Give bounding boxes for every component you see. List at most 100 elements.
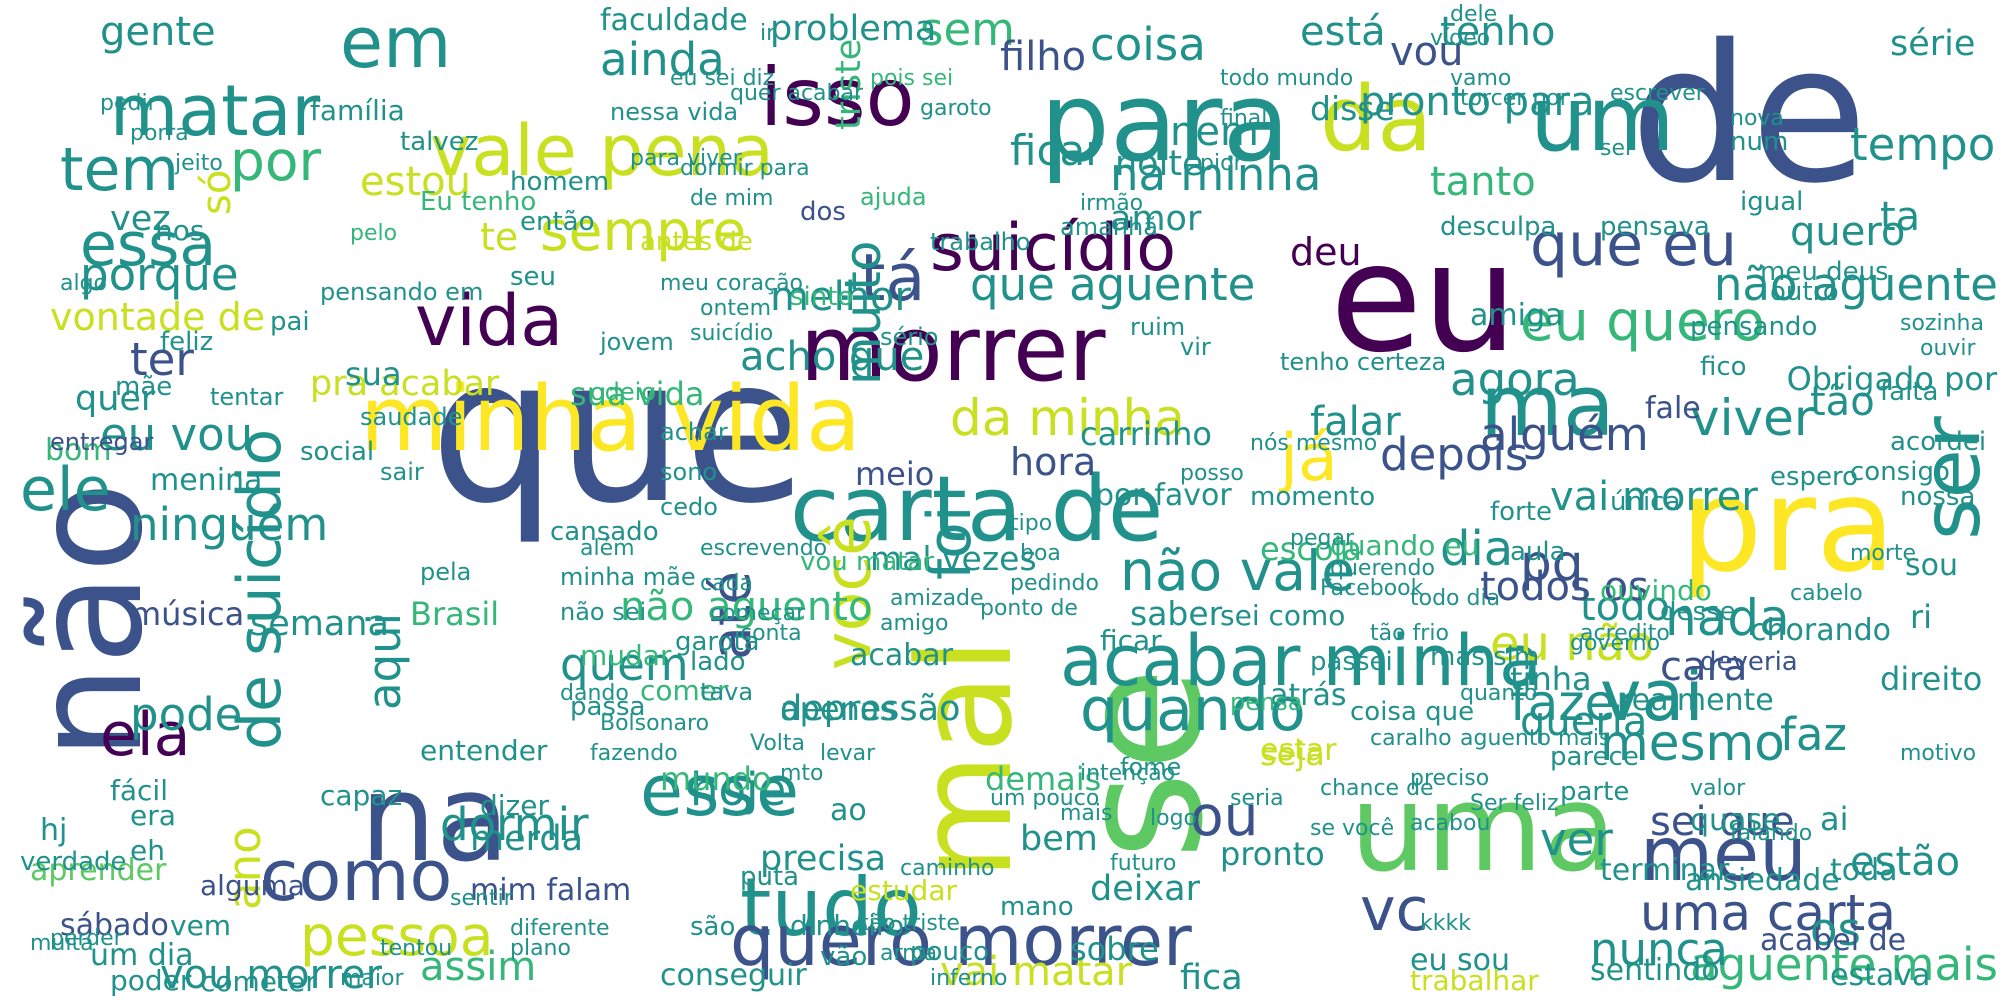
cloud-word: filho — [1000, 34, 1086, 80]
cloud-word: dando — [560, 681, 629, 706]
cloud-word: escrevendo — [700, 536, 827, 561]
cloud-word: ser — [1905, 416, 1998, 540]
cloud-word: minha mãe — [560, 563, 696, 591]
cloud-word: eu sei diz — [670, 66, 774, 91]
cloud-word: tenho certeza — [1280, 348, 1446, 376]
cloud-word: nunca — [1590, 923, 1728, 976]
cloud-word: na minha — [1110, 148, 1321, 201]
cloud-word: ouvir — [1920, 336, 1977, 361]
cloud-word: da — [1320, 67, 1432, 172]
cloud-word: não vale — [1120, 539, 1355, 603]
cloud-word: posso — [1180, 461, 1244, 486]
cloud-word: música — [130, 595, 244, 633]
cloud-word: pode — [130, 688, 242, 741]
cloud-word: igual — [1740, 187, 1803, 217]
cloud-word: passei — [1310, 647, 1393, 677]
cloud-word: demais — [985, 760, 1101, 798]
cloud-word: melhor — [770, 274, 912, 320]
cloud-word: de suicídio — [225, 429, 295, 750]
cloud-word: esse — [640, 750, 799, 832]
cloud-word: por favor — [1095, 478, 1232, 513]
cloud-word: bem — [1020, 819, 1098, 859]
cloud-word: mas sim — [1430, 642, 1539, 672]
cloud-word: nessa vida — [610, 98, 738, 126]
cloud-word: vou matar — [800, 547, 934, 577]
cloud-word: ter — [130, 333, 194, 386]
cloud-word: os — [1810, 903, 1861, 956]
cloud-word: não sei — [560, 598, 646, 626]
cloud-word: tão frio — [1370, 621, 1449, 646]
cloud-word: pedindo — [1010, 571, 1099, 596]
cloud-word: ir — [760, 21, 776, 46]
cloud-word: nova — [1730, 106, 1784, 131]
cloud-word: vão — [820, 942, 867, 972]
cloud-word: foi — [915, 505, 985, 580]
cloud-word: vem — [170, 909, 231, 942]
cloud-word: família — [310, 94, 405, 127]
cloud-word: quase — [1690, 803, 1781, 838]
cloud-word: toda — [1830, 853, 1898, 888]
cloud-word: agora — [1450, 353, 1580, 406]
cloud-word: atrás — [1270, 678, 1347, 713]
cloud-word: que aguente — [970, 258, 1255, 311]
cloud-word: desse — [1660, 597, 1736, 627]
cloud-word: direito — [1880, 660, 1982, 698]
cloud-word: gente — [100, 9, 216, 55]
cloud-word: fazer — [1510, 674, 1636, 732]
cloud-word: sozinha — [1900, 311, 1984, 336]
cloud-word: ainda — [600, 33, 725, 86]
cloud-word: pensa — [1230, 688, 1302, 716]
cloud-word: eu — [1330, 212, 1517, 386]
cloud-word: maior — [340, 966, 404, 991]
cloud-word: sei que — [1650, 799, 1795, 845]
cloud-word: homem — [510, 167, 609, 197]
cloud-word: sou — [1905, 548, 1958, 583]
cloud-word: um — [1530, 67, 1675, 172]
cloud-word: muita — [30, 931, 94, 956]
cloud-word: tem — [60, 135, 179, 205]
cloud-word: ruim — [1130, 313, 1185, 341]
cloud-word: tentar — [210, 383, 284, 411]
cloud-word: deveria — [1700, 647, 1798, 677]
cloud-word: arma — [880, 941, 937, 966]
cloud-word: mais — [1060, 801, 1113, 826]
cloud-word: consigo — [1850, 457, 1950, 487]
cloud-word: Ser feliz — [1470, 791, 1559, 816]
cloud-word: alguma — [200, 869, 305, 902]
cloud-word: garota — [675, 627, 760, 657]
cloud-word: depressão — [780, 689, 960, 729]
cloud-word: saber — [1130, 594, 1223, 633]
cloud-word: ai — [1820, 800, 1849, 838]
cloud-word: intenção — [1080, 761, 1175, 786]
cloud-word: de — [1630, 4, 1868, 225]
cloud-word: fale — [1645, 391, 1701, 426]
cloud-word: ninguém — [130, 498, 328, 551]
cloud-word: estudar — [850, 874, 957, 907]
cloud-word: conseguir — [660, 958, 807, 993]
cloud-word: amizade — [890, 586, 984, 611]
cloud-word: dormir para — [680, 156, 810, 181]
cloud-word: forte — [1490, 497, 1552, 527]
cloud-word: terminar — [1600, 853, 1730, 888]
cloud-word: até — [699, 571, 763, 660]
cloud-word: cansado — [550, 517, 659, 547]
cloud-word: sair — [380, 458, 424, 486]
cloud-word: deu — [1290, 230, 1362, 274]
cloud-word: viver — [1690, 389, 1815, 447]
cloud-word: passa — [570, 692, 645, 722]
cloud-word: quero morrer — [730, 900, 1192, 982]
cloud-word: pois sei — [870, 66, 953, 91]
cloud-word: por — [230, 129, 322, 193]
cloud-word: mudar — [580, 639, 672, 672]
cloud-word: que eu — [1530, 210, 1737, 280]
cloud-word: mano — [1000, 892, 1074, 922]
cloud-word: sábado — [60, 908, 169, 943]
cloud-word: cada — [700, 571, 753, 596]
cloud-word: isso — [760, 51, 915, 144]
cloud-word: suicídio — [930, 211, 1176, 286]
cloud-word: fome — [1120, 753, 1181, 781]
cloud-word: são — [690, 912, 735, 942]
cloud-word: pouco — [910, 937, 989, 967]
cloud-word: vou — [1390, 29, 1464, 75]
